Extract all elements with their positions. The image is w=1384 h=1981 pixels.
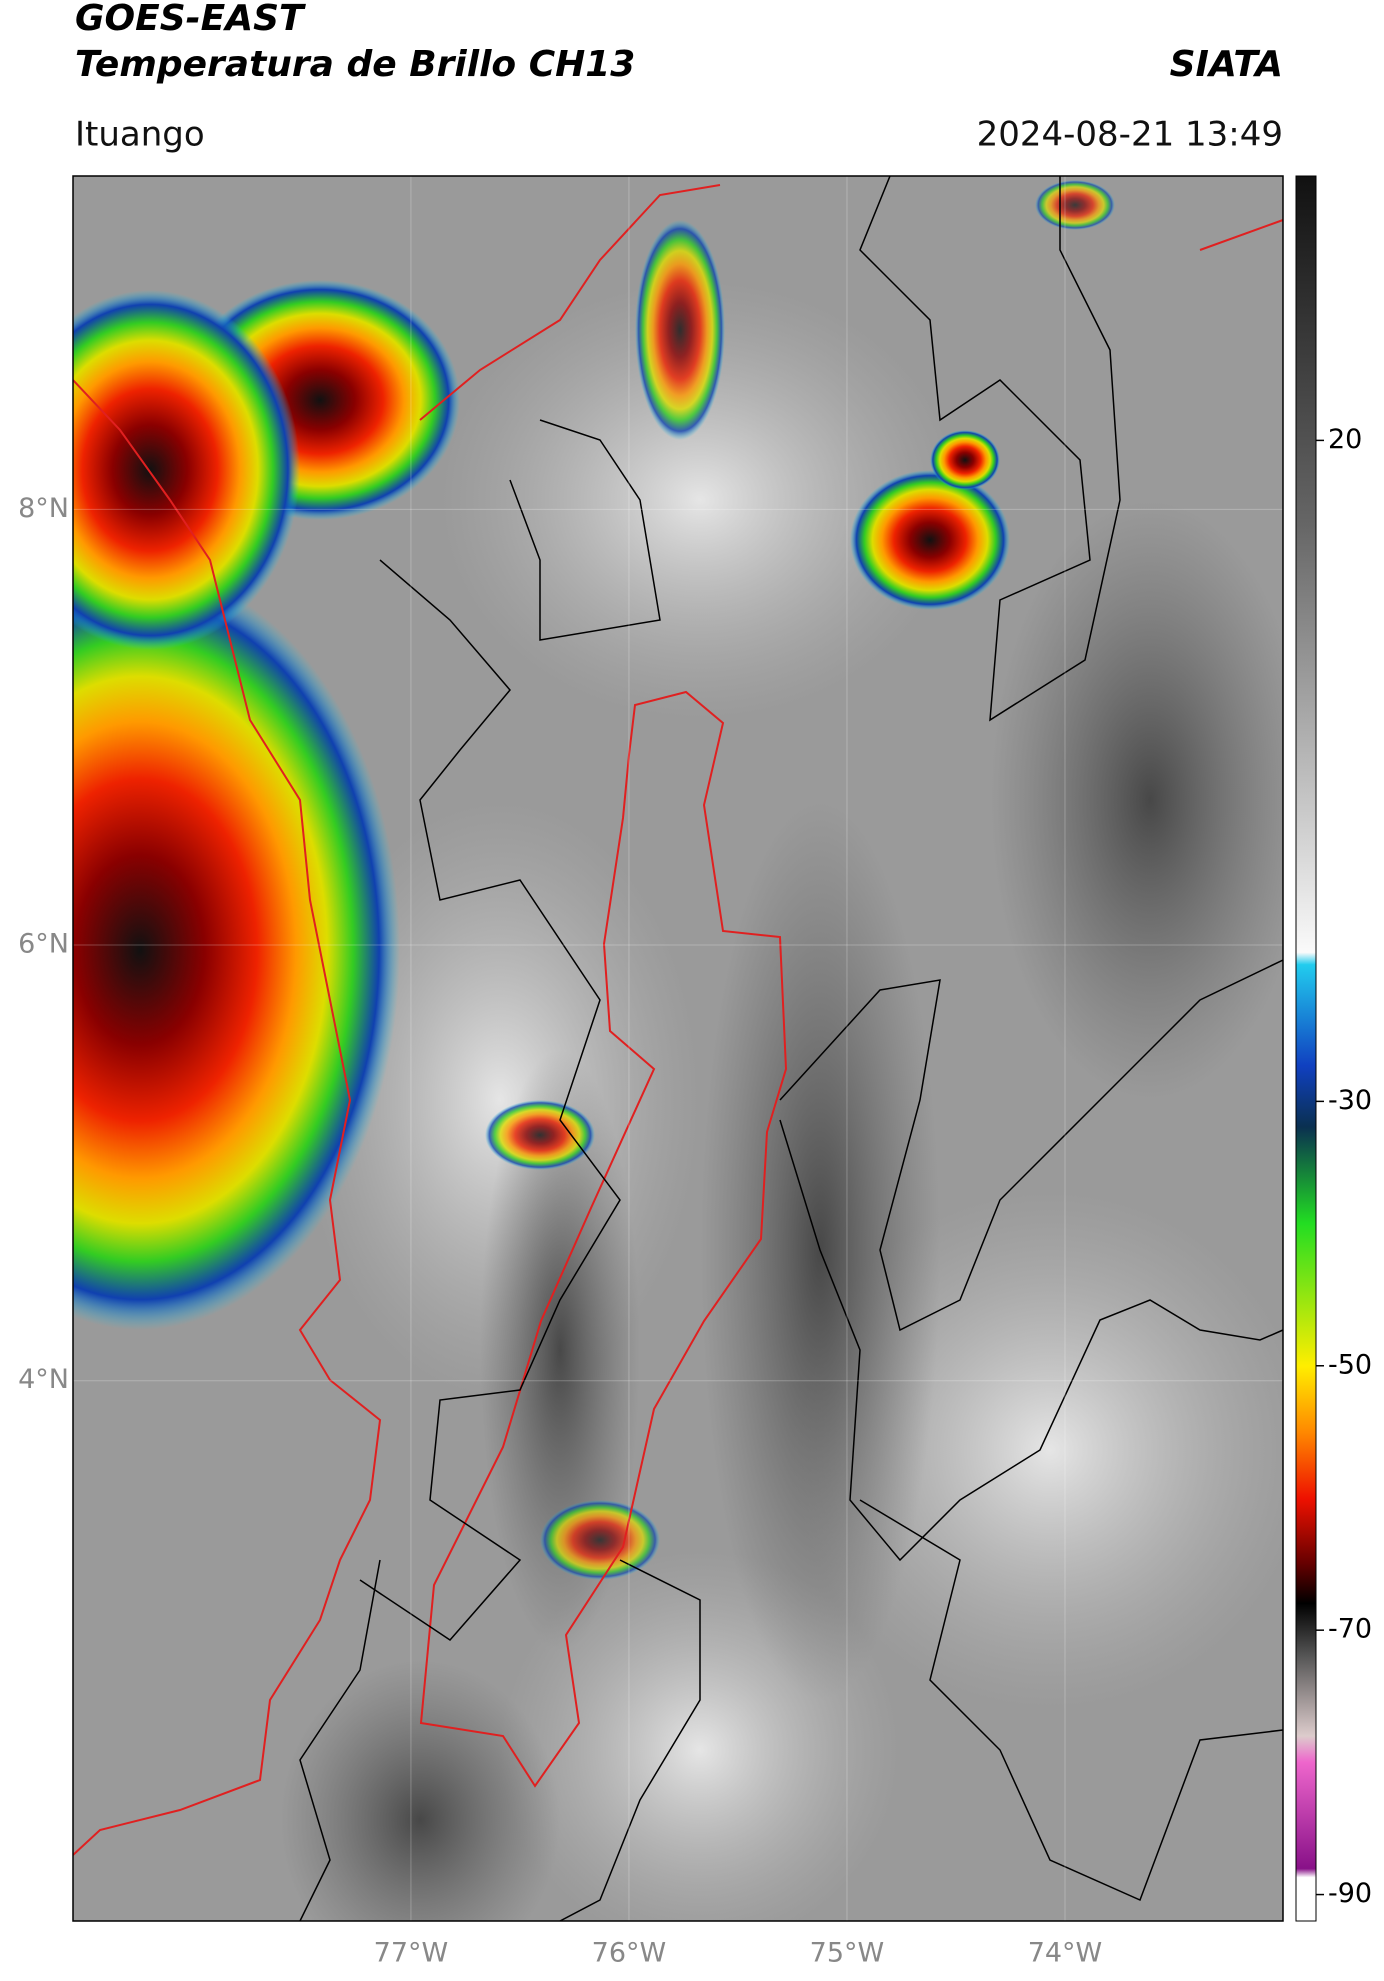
location: Ituango: [75, 115, 205, 155]
source: SIATA: [1170, 44, 1283, 85]
lon-tick-label: 76°W: [592, 1938, 667, 1969]
lon-tick-label: 75°W: [810, 1938, 885, 1969]
datetime: 2024-08-21 13:49: [977, 115, 1283, 155]
colorbar-tick-label: -70: [1328, 1614, 1372, 1645]
map-frame: [72, 175, 1284, 1922]
lat-tick-label: 4°N: [18, 1364, 69, 1395]
lon-tick-label: 77°W: [374, 1938, 449, 1969]
lon-tick-label: 74°W: [1028, 1938, 1103, 1969]
colorbar-tick-label: -90: [1328, 1878, 1372, 1909]
title: GOES-EAST: [75, 0, 306, 39]
colorbar: [1295, 175, 1317, 1922]
lat-tick-label: 8°N: [18, 493, 69, 524]
colorbar-tick-label: -30: [1328, 1085, 1372, 1116]
subtitle: Temperatura de Brillo CH13: [75, 44, 635, 85]
satellite-image: [73, 176, 1283, 1921]
lat-tick-label: 6°N: [18, 929, 69, 960]
colorbar-tick-label: 20: [1328, 424, 1362, 455]
grid: [73, 176, 1283, 1921]
colorbar-tick-label: -50: [1328, 1349, 1372, 1380]
